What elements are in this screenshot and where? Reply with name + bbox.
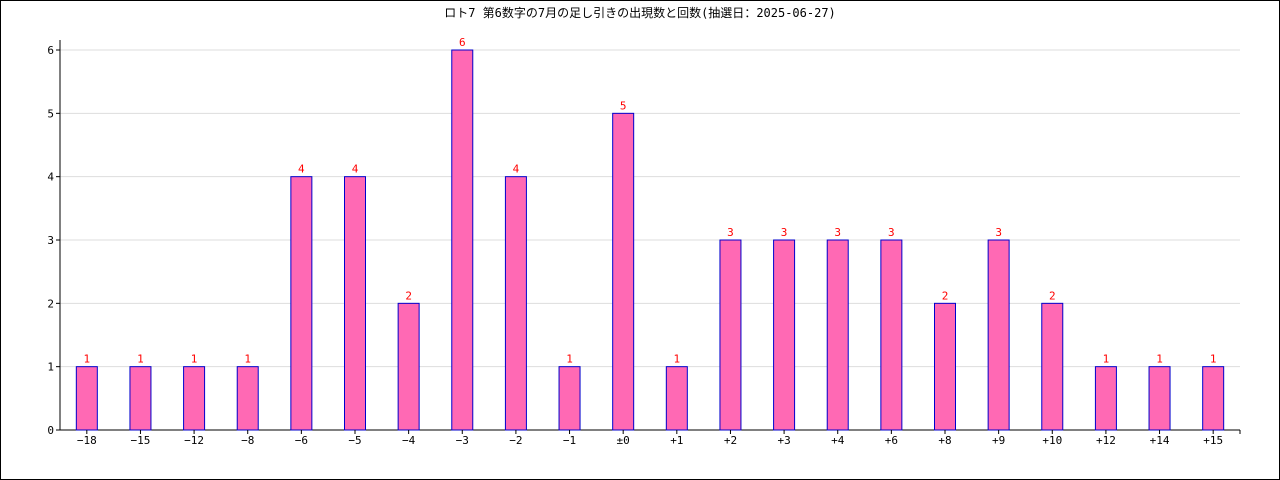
data-label: 1 bbox=[244, 353, 251, 366]
data-label: 1 bbox=[566, 353, 573, 366]
data-label: 5 bbox=[620, 99, 627, 112]
x-tick-label: +6 bbox=[885, 434, 898, 447]
x-tick-label: +8 bbox=[938, 434, 951, 447]
bar bbox=[612, 112, 635, 431]
bar bbox=[504, 176, 527, 431]
data-label: 3 bbox=[727, 226, 734, 239]
bar bbox=[773, 239, 796, 431]
bar bbox=[558, 366, 581, 431]
data-label: 1 bbox=[1103, 353, 1110, 366]
x-tick-label: ±0 bbox=[617, 434, 630, 447]
x-tick-label: +2 bbox=[724, 434, 737, 447]
x-tick-label: +9 bbox=[992, 434, 1005, 447]
bar bbox=[183, 366, 206, 431]
data-label: 2 bbox=[405, 289, 412, 302]
data-label: 1 bbox=[1156, 353, 1163, 366]
bar bbox=[1148, 366, 1171, 431]
data-label: 3 bbox=[781, 226, 788, 239]
x-tick-label: −2 bbox=[509, 434, 522, 447]
y-tick-label: 1 bbox=[47, 361, 54, 374]
y-tick-label: 3 bbox=[47, 234, 54, 247]
bar bbox=[1202, 366, 1225, 431]
x-tick-label: −1 bbox=[563, 434, 576, 447]
x-tick-label: +12 bbox=[1096, 434, 1116, 447]
data-label: 3 bbox=[888, 226, 895, 239]
data-label: 3 bbox=[834, 226, 841, 239]
bar bbox=[826, 239, 849, 431]
bar bbox=[451, 49, 474, 431]
x-tick-label: −6 bbox=[295, 434, 308, 447]
data-label: 4 bbox=[513, 163, 520, 176]
x-tick-label: −5 bbox=[348, 434, 361, 447]
bar bbox=[290, 176, 313, 431]
bar bbox=[236, 366, 259, 431]
x-tick-label: −8 bbox=[241, 434, 254, 447]
x-tick-label: +10 bbox=[1042, 434, 1062, 447]
data-label: 2 bbox=[1049, 289, 1056, 302]
data-label: 4 bbox=[298, 163, 305, 176]
data-label: 1 bbox=[137, 353, 144, 366]
x-tick-label: +3 bbox=[777, 434, 790, 447]
bar bbox=[880, 239, 903, 431]
bar bbox=[1041, 302, 1064, 431]
x-tick-label: −12 bbox=[184, 434, 204, 447]
bar bbox=[397, 302, 420, 431]
chart-title: ロト7 第6数字の7月の足し引きの出現数と回数(抽選日：2025-06-27) bbox=[444, 6, 836, 20]
y-tick-label: 2 bbox=[47, 297, 54, 310]
data-label: 1 bbox=[1210, 353, 1217, 366]
data-label: 3 bbox=[995, 226, 1002, 239]
bar bbox=[344, 176, 366, 431]
data-label: 1 bbox=[84, 353, 91, 366]
y-tick-label: 6 bbox=[47, 44, 54, 57]
data-label: 4 bbox=[352, 163, 359, 176]
data-label: 1 bbox=[674, 353, 681, 366]
x-tick-label: +4 bbox=[831, 434, 845, 447]
data-label: 6 bbox=[459, 36, 466, 49]
bar bbox=[934, 302, 956, 431]
bar bbox=[719, 239, 742, 431]
x-tick-label: −4 bbox=[402, 434, 416, 447]
x-tick-label: +15 bbox=[1203, 434, 1223, 447]
bar bbox=[129, 366, 152, 431]
y-tick-label: 4 bbox=[47, 171, 54, 184]
y-tick-label: 5 bbox=[47, 107, 54, 120]
bar bbox=[1094, 366, 1117, 431]
x-tick-label: +14 bbox=[1150, 434, 1170, 447]
bar bbox=[665, 366, 688, 431]
x-tick-label: −15 bbox=[131, 434, 151, 447]
bar bbox=[987, 239, 1010, 431]
y-tick-label: 0 bbox=[47, 424, 54, 437]
x-tick-label: −18 bbox=[77, 434, 97, 447]
x-tick-label: +1 bbox=[670, 434, 683, 447]
bar bbox=[75, 366, 98, 431]
data-label: 2 bbox=[942, 289, 949, 302]
x-tick-label: −3 bbox=[456, 434, 469, 447]
data-label: 1 bbox=[191, 353, 198, 366]
